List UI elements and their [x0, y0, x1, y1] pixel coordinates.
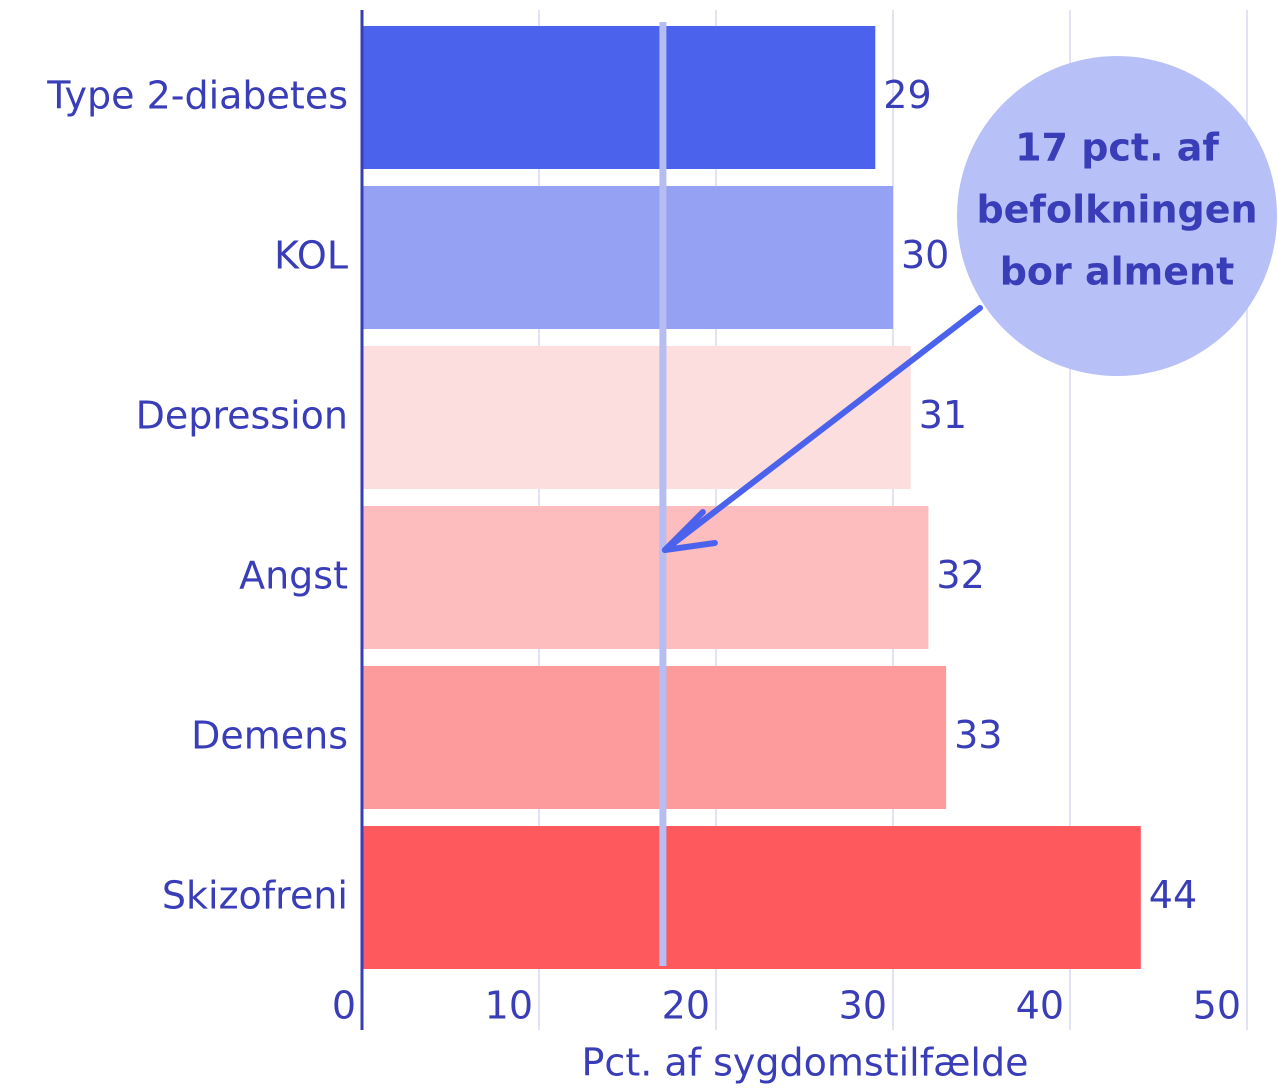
x-tick-label: 20 — [662, 984, 710, 1028]
x-tick-label: 30 — [839, 984, 887, 1028]
bar — [362, 26, 876, 169]
x-tick-label: 50 — [1193, 984, 1241, 1028]
bar — [362, 346, 911, 489]
y-tick-label: Type 2-diabetes — [46, 74, 348, 118]
bar — [362, 666, 947, 809]
value-label: 29 — [883, 73, 931, 117]
bar — [362, 826, 1141, 969]
value-label: 44 — [1149, 873, 1197, 917]
y-tick-label: Skizofreni — [162, 874, 348, 918]
y-tick-label: KOL — [274, 234, 348, 278]
value-label: 30 — [901, 233, 949, 277]
bar — [362, 186, 893, 329]
value-label: 33 — [954, 713, 1002, 757]
bar — [362, 506, 929, 649]
annotation-arrow — [661, 305, 983, 553]
y-tick-label: Demens — [191, 714, 348, 758]
annotation-text: bor alment — [1000, 250, 1235, 294]
annotation-arrowhead — [661, 509, 718, 553]
value-label: 31 — [919, 393, 967, 437]
annotation-bubble — [957, 56, 1277, 376]
y-tick-label: Depression — [136, 394, 348, 438]
value-label: 32 — [936, 553, 984, 597]
x-tick-label: 40 — [1016, 984, 1064, 1028]
x-tick-label: 10 — [485, 984, 533, 1028]
x-tick-label: 0 — [332, 984, 356, 1028]
annotation-text: 17 pct. af — [1015, 126, 1219, 170]
y-tick-label: Angst — [239, 554, 348, 598]
annotation-text: befolkningen — [976, 188, 1257, 232]
x-axis-label: Pct. af sygdomstilfælde — [582, 1041, 1029, 1085]
